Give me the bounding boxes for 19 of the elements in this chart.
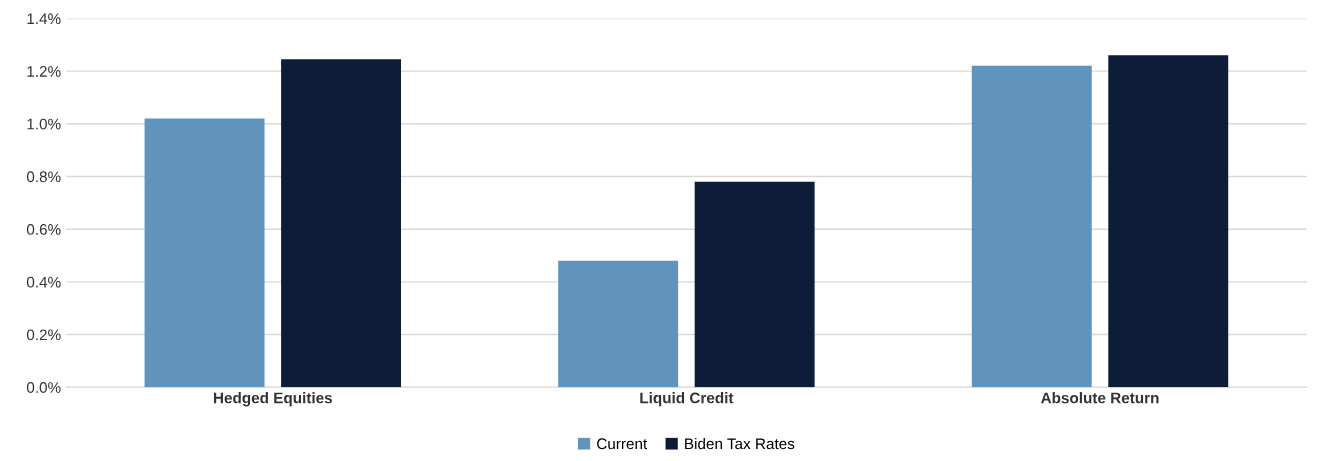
y-tick-label: 0.8% bbox=[26, 171, 61, 183]
bar bbox=[971, 65, 1092, 388]
bar bbox=[694, 181, 815, 388]
y-tick-label: 1.2% bbox=[27, 65, 61, 77]
y-tick-label: 0.2% bbox=[26, 329, 61, 341]
legend-label: Current bbox=[597, 438, 648, 450]
x-tick-label: Hedged Equities bbox=[213, 392, 333, 407]
y-tick-label: 0.0% bbox=[26, 382, 61, 393]
y-tick-label: 1.0% bbox=[27, 118, 61, 130]
x-tick-label: Liquid Credit bbox=[640, 392, 734, 407]
y-tick-label: 1.4% bbox=[27, 13, 61, 25]
y-tick-label: 0.4% bbox=[26, 276, 61, 288]
legend-label: Biden Tax Rates bbox=[685, 437, 795, 450]
bar bbox=[144, 118, 265, 388]
bar bbox=[558, 260, 679, 388]
x-tick-label: Absolute Return bbox=[1040, 392, 1159, 404]
y-tick-label: 0.6% bbox=[26, 224, 61, 235]
bar bbox=[1108, 55, 1229, 388]
bar bbox=[281, 59, 402, 388]
